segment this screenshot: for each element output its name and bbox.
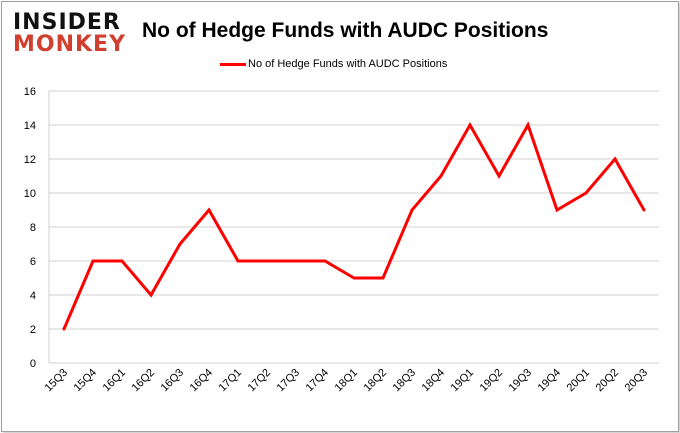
y-tick-label: 12 xyxy=(24,154,36,166)
x-tick-label: 18Q3 xyxy=(391,367,419,395)
x-tick-label: 19Q3 xyxy=(507,367,535,395)
x-tick-label: 16Q3 xyxy=(159,367,187,395)
data-point xyxy=(497,174,501,178)
y-tick-label: 16 xyxy=(24,86,36,98)
logo-line1: INSIDER xyxy=(13,10,121,35)
data-point xyxy=(555,208,559,212)
legend-swatch xyxy=(220,62,246,66)
data-point xyxy=(323,259,327,263)
x-tick-label: 17Q4 xyxy=(304,367,332,395)
data-point xyxy=(120,259,124,263)
y-tick-label: 10 xyxy=(24,188,36,200)
x-tick-label: 20Q2 xyxy=(594,367,622,395)
logo-line2: MONKEY xyxy=(13,32,127,57)
x-tick-label: 16Q2 xyxy=(130,367,158,395)
data-point xyxy=(584,191,588,195)
x-tick-label: 19Q4 xyxy=(536,367,564,395)
data-point xyxy=(294,259,298,263)
chart-title: No of Hedge Funds with AUDC Positions xyxy=(142,19,549,42)
x-tick-label: 18Q2 xyxy=(362,367,390,395)
data-point xyxy=(352,276,356,280)
data-point xyxy=(468,123,472,127)
insider-monkey-logo: INSIDER MONKEY xyxy=(13,12,126,56)
data-point xyxy=(178,242,182,246)
data-point xyxy=(613,157,617,161)
data-point xyxy=(526,123,530,127)
legend-label: No of Hedge Funds with AUDC Positions xyxy=(248,58,448,70)
data-point xyxy=(91,259,95,263)
x-tick-label: 17Q2 xyxy=(246,367,274,395)
y-tick-label: 4 xyxy=(30,290,36,302)
x-tick-label: 17Q1 xyxy=(217,367,245,395)
x-tick-label: 18Q4 xyxy=(420,367,448,395)
data-point xyxy=(236,259,240,263)
x-tick-label: 20Q1 xyxy=(565,367,593,395)
x-tick-label: 19Q1 xyxy=(449,367,477,395)
data-point xyxy=(410,208,414,212)
data-point xyxy=(62,327,66,331)
x-tick-label: 16Q4 xyxy=(188,367,216,395)
x-tick-label: 19Q2 xyxy=(478,367,506,395)
data-point xyxy=(265,259,269,263)
y-tick-label: 0 xyxy=(30,358,36,370)
legend: No of Hedge Funds with AUDC Positions xyxy=(220,58,447,70)
x-tick-label: 20Q3 xyxy=(623,367,651,395)
data-point xyxy=(207,208,211,212)
x-tick-label: 16Q1 xyxy=(101,367,129,395)
y-tick-label: 14 xyxy=(24,120,36,132)
x-tick-label: 17Q3 xyxy=(275,367,303,395)
y-tick-label: 6 xyxy=(30,256,36,268)
y-tick-label: 8 xyxy=(30,222,36,234)
y-tick-label: 2 xyxy=(30,324,36,336)
x-tick-label: 18Q1 xyxy=(333,367,361,395)
x-tick-label: 15Q3 xyxy=(43,367,71,395)
x-tick-label: 15Q4 xyxy=(72,367,100,395)
data-point xyxy=(439,174,443,178)
data-point xyxy=(642,208,646,212)
data-point xyxy=(149,293,153,297)
data-point xyxy=(381,276,385,280)
